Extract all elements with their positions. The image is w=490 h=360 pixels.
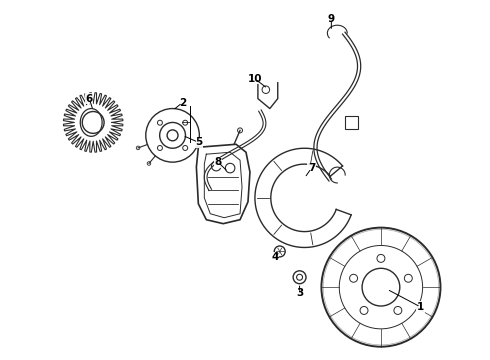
Text: 1: 1	[417, 302, 424, 312]
Text: 9: 9	[328, 14, 335, 24]
Text: 2: 2	[179, 98, 186, 108]
Text: 10: 10	[247, 74, 262, 84]
Text: 6: 6	[86, 94, 93, 104]
Text: 8: 8	[215, 157, 222, 167]
Text: 5: 5	[195, 137, 202, 147]
Text: 4: 4	[271, 252, 278, 262]
Text: 7: 7	[308, 163, 315, 173]
Text: 3: 3	[296, 288, 303, 298]
